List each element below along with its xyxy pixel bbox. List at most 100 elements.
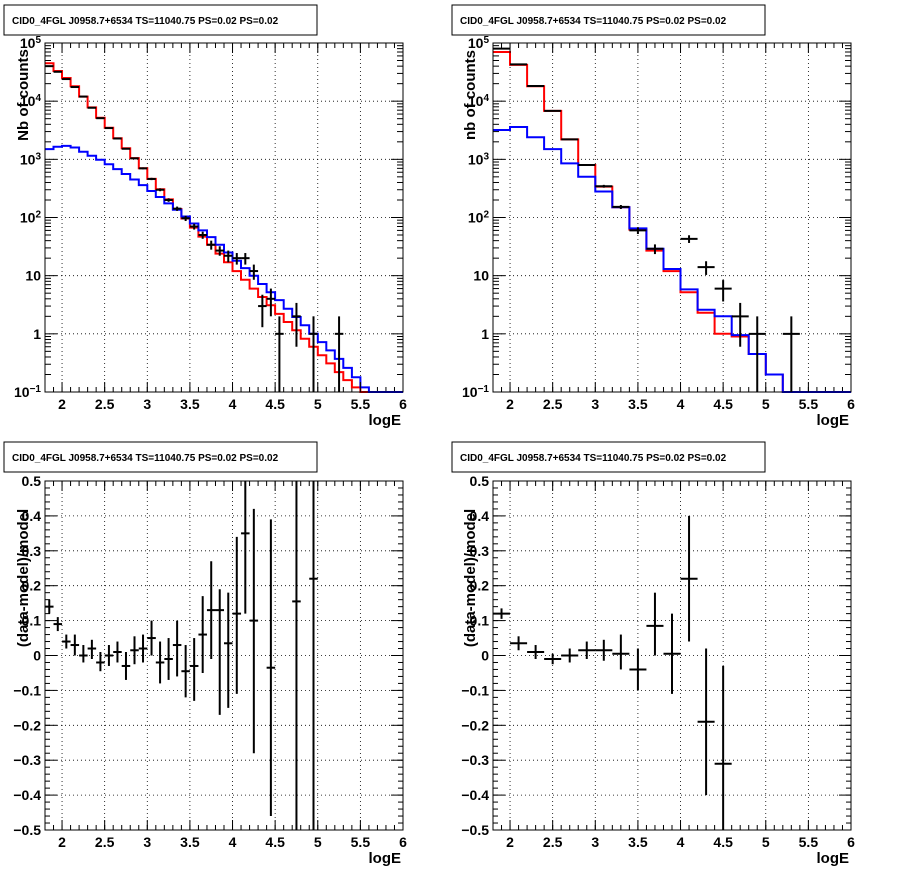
y-tick-label: 0.5 — [22, 473, 42, 489]
chart-panel-3: CID0_4FGL J0958.7+6534 TS=11040.75 PS=0.… — [3, 441, 407, 867]
y-tick-label: 0.1 — [22, 613, 42, 629]
major-ticks — [45, 42, 404, 393]
y-tick-exponent: −1 — [30, 384, 42, 395]
y-tick-label: 1 — [481, 326, 489, 342]
y-tick-label: 0.2 — [470, 578, 490, 594]
y-tick-label: 105 — [20, 35, 42, 52]
x-tick-label: 4.5 — [713, 396, 733, 412]
chart-title: CID0_4FGL J0958.7+6534 TS=11040.75 PS=0.… — [460, 16, 727, 27]
x-tick-label: 5.5 — [351, 834, 371, 850]
grid — [45, 43, 403, 392]
y-tick-label: −0.4 — [461, 787, 489, 803]
y-tick-label: 0.2 — [22, 578, 42, 594]
y-tick-label: 104 — [468, 93, 490, 110]
y-tick-base: 10 — [462, 384, 478, 400]
y-tick-label: 0.3 — [470, 543, 490, 559]
y-tick-base: 10 — [20, 35, 36, 51]
chart-title: CID0_4FGL J0958.7+6534 TS=11040.75 PS=0.… — [460, 453, 727, 464]
y-tick-label: −0.1 — [461, 682, 489, 698]
x-tick-label: 2 — [58, 834, 66, 850]
grid — [45, 481, 403, 830]
x-tick-label: 5.5 — [799, 834, 819, 850]
title-box — [3, 4, 318, 36]
title-box — [451, 4, 766, 36]
x-tick-label: 5 — [762, 834, 770, 850]
x-tick-label: 4 — [677, 396, 685, 412]
y-tick-exponent: 2 — [35, 209, 41, 220]
y-tick-exponent: 4 — [35, 93, 41, 104]
y-tick-label: 102 — [20, 209, 42, 226]
y-tick-label: −0.2 — [13, 717, 41, 733]
x-tick-label: 4.5 — [265, 834, 285, 850]
x-tick-label: 5 — [314, 396, 322, 412]
data-points — [493, 515, 732, 830]
y-tick-label: 102 — [468, 209, 490, 226]
x-tick-label: 5.5 — [799, 396, 819, 412]
x-tick-label: 6 — [847, 396, 855, 412]
y-tick-label: −0.5 — [13, 822, 41, 838]
grid — [493, 43, 851, 392]
x-tick-label: 6 — [399, 834, 407, 850]
y-tick-label: 0.5 — [470, 473, 490, 489]
y-tick-exponent: 3 — [35, 151, 41, 162]
y-tick-exponent: 5 — [35, 35, 41, 46]
x-tick-label: 3.5 — [628, 834, 648, 850]
x-tick-label: 6 — [399, 396, 407, 412]
chart-title: CID0_4FGL J0958.7+6534 TS=11040.75 PS=0.… — [12, 16, 279, 27]
y-tick-exponent: 4 — [483, 93, 489, 104]
y-tick-exponent: 5 — [483, 35, 489, 46]
y-tick-base: 10 — [20, 210, 36, 226]
y-tick-label: 103 — [20, 151, 42, 168]
y-tick-label: 0.1 — [470, 613, 490, 629]
series-line-2 — [493, 126, 851, 393]
chart-panel-2: CID0_4FGL J0958.7+6534 TS=11040.75 PS=0.… — [451, 4, 855, 429]
y-tick-label: 1 — [33, 326, 41, 342]
y-tick-label: 104 — [20, 93, 42, 110]
data-points — [45, 65, 344, 392]
major-ticks — [493, 480, 852, 831]
y-tick-base: 10 — [468, 151, 484, 167]
x-tick-label: 3 — [591, 834, 599, 850]
x-tick-label: 3 — [143, 396, 151, 412]
y-tick-label: 10−1 — [462, 384, 489, 401]
y-tick-exponent: −1 — [478, 384, 490, 395]
y-tick-exponent: 3 — [483, 151, 489, 162]
y-tick-label: 10−1 — [14, 384, 41, 401]
y-tick-label: 0 — [33, 648, 41, 664]
y-tick-label: −0.3 — [13, 752, 41, 768]
chart-panel-4: CID0_4FGL J0958.7+6534 TS=11040.75 PS=0.… — [451, 441, 855, 867]
x-tick-label: 4.5 — [265, 396, 285, 412]
major-ticks — [493, 42, 852, 393]
y-tick-label: 0.4 — [470, 508, 490, 524]
x-tick-label: 6 — [847, 834, 855, 850]
major-ticks — [45, 480, 404, 831]
x-axis-label: logE — [817, 412, 850, 429]
x-tick-label: 5 — [762, 396, 770, 412]
x-tick-label: 5.5 — [351, 396, 371, 412]
y-tick-label: −0.2 — [461, 717, 489, 733]
x-tick-label: 4 — [229, 834, 237, 850]
y-tick-label: 103 — [468, 151, 490, 168]
x-tick-label: 3.5 — [180, 396, 200, 412]
minor-ticks — [492, 480, 852, 831]
x-tick-label: 3 — [591, 396, 599, 412]
x-axis-label: logE — [817, 850, 850, 867]
y-tick-base: 10 — [468, 35, 484, 51]
x-tick-label: 2.5 — [543, 396, 563, 412]
y-tick-base: 10 — [20, 93, 36, 109]
series-line-1 — [493, 51, 851, 393]
x-tick-label: 3.5 — [180, 834, 200, 850]
y-tick-base: 10 — [14, 384, 30, 400]
x-tick-label: 4 — [677, 834, 685, 850]
x-tick-label: 4.5 — [713, 834, 733, 850]
y-tick-label: 0.3 — [22, 543, 42, 559]
title-box — [3, 441, 318, 473]
x-axis-label: logE — [369, 850, 402, 867]
y-tick-base: 10 — [20, 151, 36, 167]
x-tick-label: 2.5 — [95, 834, 115, 850]
x-tick-label: 3 — [143, 834, 151, 850]
minor-ticks — [44, 43, 404, 392]
y-tick-label: −0.1 — [13, 682, 41, 698]
x-tick-label: 2 — [506, 396, 514, 412]
